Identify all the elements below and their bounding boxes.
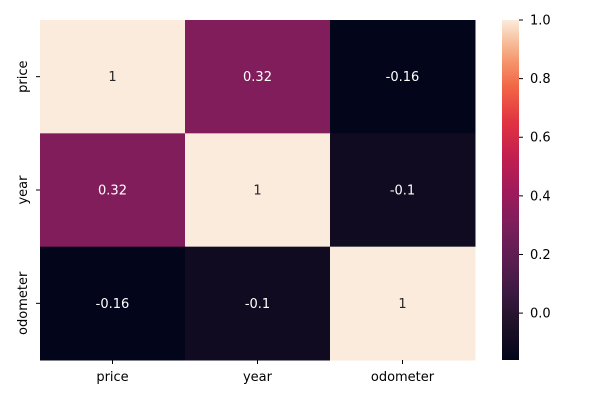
colorbar-tick-label: 0.4 <box>530 189 551 204</box>
colorbar-tick-label: 0.2 <box>530 248 551 263</box>
cell-annotation: 0.32 <box>98 184 127 199</box>
heatmap-cell <box>40 246 186 361</box>
cell-annotation: 1 <box>108 70 116 85</box>
cell-annotation: -0.1 <box>390 184 415 199</box>
cell-annotations: 1 0.32 -0.16 0.32 1 -0.1 -0.16 -0.1 1 <box>96 70 420 312</box>
heatmap-cell <box>185 246 331 361</box>
cell-annotation: -0.1 <box>245 297 270 312</box>
heatmap-cells <box>40 20 476 361</box>
x-axis: price year odometer <box>96 360 435 385</box>
heatmap-cell <box>330 20 476 134</box>
colorbar-tick-label: 0.0 <box>530 307 551 322</box>
x-tick-label: price <box>96 370 128 385</box>
heatmap-cell <box>330 246 476 361</box>
y-tick-label: price <box>16 60 31 92</box>
heatmap-cell <box>185 133 331 248</box>
y-axis: price year odometer <box>16 60 40 335</box>
heatmap-cell <box>330 133 476 248</box>
x-tick-label: year <box>243 370 273 385</box>
heatmap-cell <box>185 20 331 134</box>
colorbar-tick-label: 1.0 <box>530 14 551 29</box>
colorbar: 0.0 0.2 0.4 0.6 0.8 1.0 <box>502 14 551 360</box>
colorbar-tick-label: 0.6 <box>530 131 551 146</box>
colorbar-gradient <box>502 20 519 360</box>
y-tick-label: year <box>16 175 31 205</box>
cell-annotation: 0.32 <box>243 70 272 85</box>
y-tick-label: odometer <box>16 271 31 335</box>
heatmap-cell <box>40 20 186 134</box>
heatmap-cell <box>40 133 186 248</box>
cell-annotation: 1 <box>398 297 406 312</box>
cell-annotation: -0.16 <box>96 297 130 312</box>
colorbar-tick-label: 0.8 <box>530 72 551 87</box>
cell-annotation: 1 <box>253 184 261 199</box>
cell-annotation: -0.16 <box>386 70 420 85</box>
x-tick-label: odometer <box>371 370 435 385</box>
